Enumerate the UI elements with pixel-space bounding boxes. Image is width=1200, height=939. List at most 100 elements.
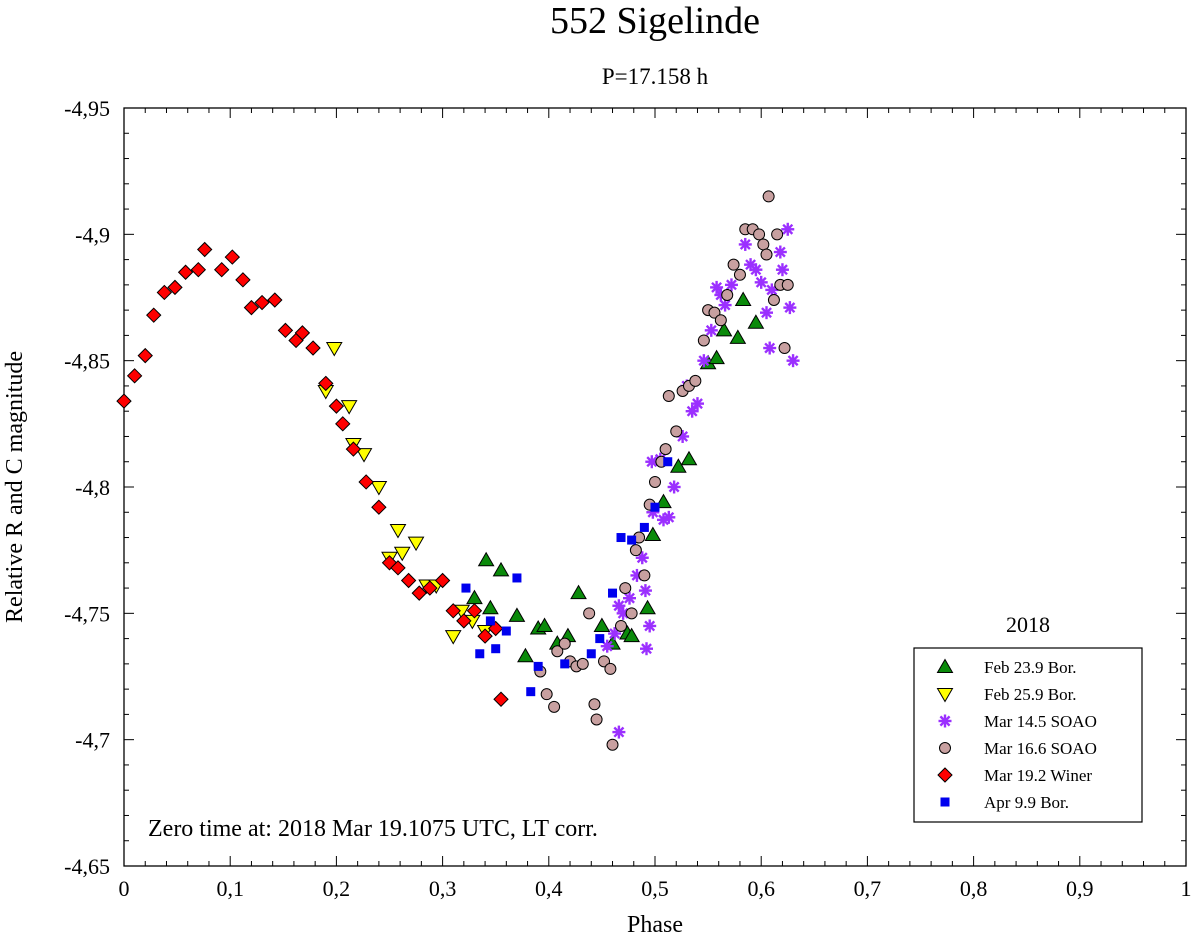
data-point [294,325,311,341]
y-tick-labels: -4,95 -4,9 -4,85 -4,8 -4,75 -4,7 -4,65 [64,96,110,879]
data-point [590,713,603,726]
data-point [600,639,614,653]
data-point [355,448,373,463]
data-point [485,616,495,626]
data-point [492,561,510,577]
data-point [540,688,553,701]
data-point [277,322,294,339]
data-point [775,263,789,277]
series-square [461,457,673,697]
data-point [434,572,451,589]
legend-marker [940,797,950,807]
data-point [267,292,283,308]
data-point [612,599,626,613]
data-point [598,655,611,668]
data-point [760,248,773,261]
data-point [629,544,642,557]
data-point [400,572,417,589]
data-point [328,398,345,414]
series-diamond [116,241,509,707]
data-point [662,510,676,524]
data-point [754,275,768,289]
data-point [477,551,495,567]
data-point [551,645,564,658]
data-point [533,661,543,671]
data-point [623,591,637,605]
legend-title: 2018 [1006,612,1050,637]
axis-ticks [123,107,1187,867]
legend-marker [936,658,954,673]
legend-label: Feb 25.9 Bor. [984,685,1077,704]
x-tick-label: 0,5 [641,876,669,901]
legend-box [913,647,1143,823]
data-point [491,644,501,654]
data-point [390,560,406,576]
data-point [669,458,687,473]
data-point [213,261,230,278]
data-point [445,603,461,619]
y-tick-label: -4,8 [75,475,110,500]
data-point [771,228,784,241]
legend-marker [936,688,954,703]
data-point [137,347,153,364]
data-point [667,480,681,494]
data-point [224,249,241,265]
data-point [781,222,795,236]
data-point [781,278,794,291]
data-points [116,190,800,751]
data-point [116,393,132,409]
data-point [608,588,618,598]
data-point [639,522,649,532]
data-point [649,475,661,488]
y-tick-label: -4,65 [64,854,110,879]
data-point [517,647,534,663]
data-point [715,321,733,337]
data-point [727,258,740,271]
legend-label: Mar 19.2 Winer [984,766,1092,785]
data-point [411,585,427,601]
data-point [370,481,388,496]
data-point [508,607,526,622]
data-point [235,272,251,288]
legend-marker [939,742,951,754]
data-point [190,261,207,278]
data-point [697,334,710,347]
data-point [254,294,270,311]
data-point [638,584,652,598]
data-point [704,323,718,337]
data-point [146,307,162,323]
data-point [644,526,662,542]
data-point [588,698,601,711]
zero-time-annotation: Zero time at: 2018 Mar 19.1075 UTC, LT c… [148,816,598,842]
data-point [466,603,483,619]
data-point [786,354,800,368]
y-tick-label: -4,75 [64,601,110,626]
data-point [612,725,626,739]
data-point [477,628,493,644]
data-point [729,329,747,344]
data-point [606,738,619,751]
data-point [548,700,561,713]
data-point [625,607,638,620]
data-point [422,580,438,596]
data-point [243,299,260,316]
data-point [638,569,651,582]
data-point [724,278,738,292]
data-point [733,268,746,281]
data-point [371,499,387,515]
data-point [475,649,485,659]
data-point [335,416,351,432]
data-point [340,400,358,415]
data-point [639,599,656,615]
y-tick-label: -4,95 [64,96,110,121]
data-point [197,241,213,258]
data-point [655,493,672,509]
data-point [583,607,596,620]
data-point [593,617,611,632]
chart-subtitle: P=17.158 h [602,64,709,89]
y-axis-label: Relative R and C magnitude [2,351,28,623]
data-point [576,657,589,670]
data-point [697,354,711,368]
data-point [721,288,734,301]
